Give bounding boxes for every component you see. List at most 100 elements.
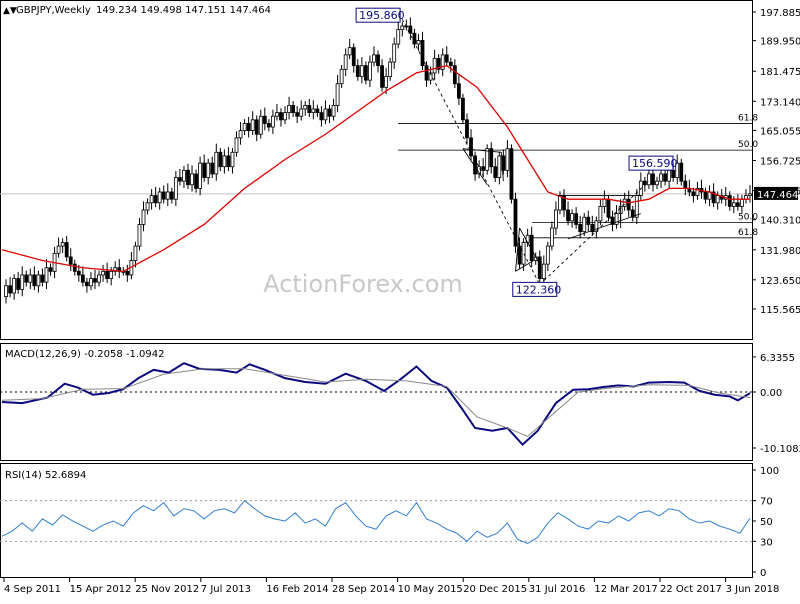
candle-body [655, 180, 659, 186]
candle-body [541, 263, 546, 279]
price-tick-label: 189.950 [760, 37, 800, 48]
candle-body [566, 209, 570, 222]
candle-body [363, 65, 368, 81]
macd-title: MACD(12,26,9) -0.2058 -1.0942 [5, 349, 165, 360]
price-tick-label: 165.055 [760, 126, 800, 137]
candle-body [537, 256, 542, 279]
candle-body [149, 195, 154, 204]
candle-body [250, 119, 255, 132]
candle-body [194, 173, 198, 189]
wedge-left-line [515, 228, 520, 272]
candle-body [549, 227, 554, 247]
candle-body [456, 83, 461, 99]
macd-tick-label: -10.1082 [760, 444, 800, 455]
macd-tick-label: 6.3355 [760, 353, 795, 364]
candle-body [424, 65, 429, 81]
candle-body [428, 72, 433, 81]
candle-body [610, 216, 615, 225]
candle-body [647, 173, 651, 186]
macd-tick-label: 0.00 [760, 388, 782, 399]
candle-body [392, 43, 397, 63]
candle-body [505, 148, 510, 171]
price-tick-label: 173.140 [760, 97, 800, 108]
candle-body [315, 108, 320, 114]
candle-body [396, 29, 401, 45]
price-tick-label: 123.650 [760, 276, 800, 287]
candle-body [711, 191, 716, 204]
candle-body [218, 151, 223, 168]
candle-body [153, 195, 158, 204]
candle-body [291, 104, 296, 114]
macd-layer [1, 362, 751, 447]
candle-body [178, 177, 182, 182]
candle-body [558, 195, 562, 211]
candle-body [101, 270, 105, 276]
candle-body [238, 130, 243, 139]
candle-body [202, 162, 207, 178]
axis-layer: 197.885 189.950 181.475 173.140 165.055 156.7… [3, 8, 800, 595]
candle-body [141, 209, 146, 225]
price-tick-label: 181.475 [760, 67, 800, 78]
candle-body [230, 151, 235, 168]
candle-body [707, 191, 712, 200]
candle-body [234, 137, 239, 153]
candle-body [586, 216, 591, 225]
watermark: ActionForex.com [263, 270, 463, 298]
candle-body [89, 278, 93, 287]
candle-body [64, 242, 69, 258]
candle-body [327, 108, 332, 117]
candle-body [165, 191, 170, 200]
candle-body [372, 54, 376, 63]
header-symbol: GBPJPY,Weekly [16, 5, 91, 16]
candle-body [380, 65, 384, 88]
candle-body [275, 112, 279, 117]
candle-body [675, 162, 680, 178]
annotation-layer: 195.860 122.360 156.590 [355, 7, 678, 297]
ma-layer [1, 65, 750, 273]
fib-level-label: 61.8 [738, 113, 758, 123]
candle-body [287, 104, 291, 114]
candle-body [420, 40, 425, 67]
candle-body [444, 54, 449, 63]
candle-body [85, 281, 89, 287]
x-tick-label: 20 Dec 2015 [463, 584, 527, 595]
candle-body [266, 123, 271, 128]
candle-body [214, 151, 219, 175]
candle-body [735, 202, 740, 207]
x-tick-label: 28 Sep 2014 [332, 584, 395, 595]
rsi-line [1, 499, 751, 544]
candle-body [461, 97, 465, 121]
price-tick-label: 156.725 [760, 157, 800, 168]
candle-body [590, 224, 595, 233]
fib-level-label: 50.0 [738, 213, 758, 223]
candle-body [359, 65, 364, 77]
projection-up-line [539, 180, 650, 285]
candle-body [206, 162, 211, 178]
candle-body [578, 224, 583, 233]
candle-body [303, 104, 308, 110]
candle-body [497, 155, 502, 178]
candle-body [246, 123, 251, 132]
range-bottom-line [567, 213, 641, 240]
candle-body [182, 169, 186, 182]
candle-body [663, 173, 667, 182]
candle-body [44, 267, 49, 283]
candle-body [24, 274, 29, 283]
candle-body [311, 108, 316, 114]
candle-body [60, 242, 65, 247]
candle-body [48, 267, 53, 272]
candle-body [347, 47, 352, 56]
price-tick-label: 131.980 [760, 246, 800, 257]
candle-body [582, 216, 587, 233]
candle-body [440, 54, 445, 70]
candle-body [465, 119, 469, 139]
candle-body [574, 213, 579, 225]
candle-body [339, 68, 344, 85]
candle-body [355, 65, 360, 77]
fib-level-label: 61.8 [738, 228, 758, 238]
candle-body [157, 191, 162, 204]
candle-body [521, 242, 526, 265]
candle-body [72, 263, 77, 272]
candle-body [598, 206, 603, 222]
